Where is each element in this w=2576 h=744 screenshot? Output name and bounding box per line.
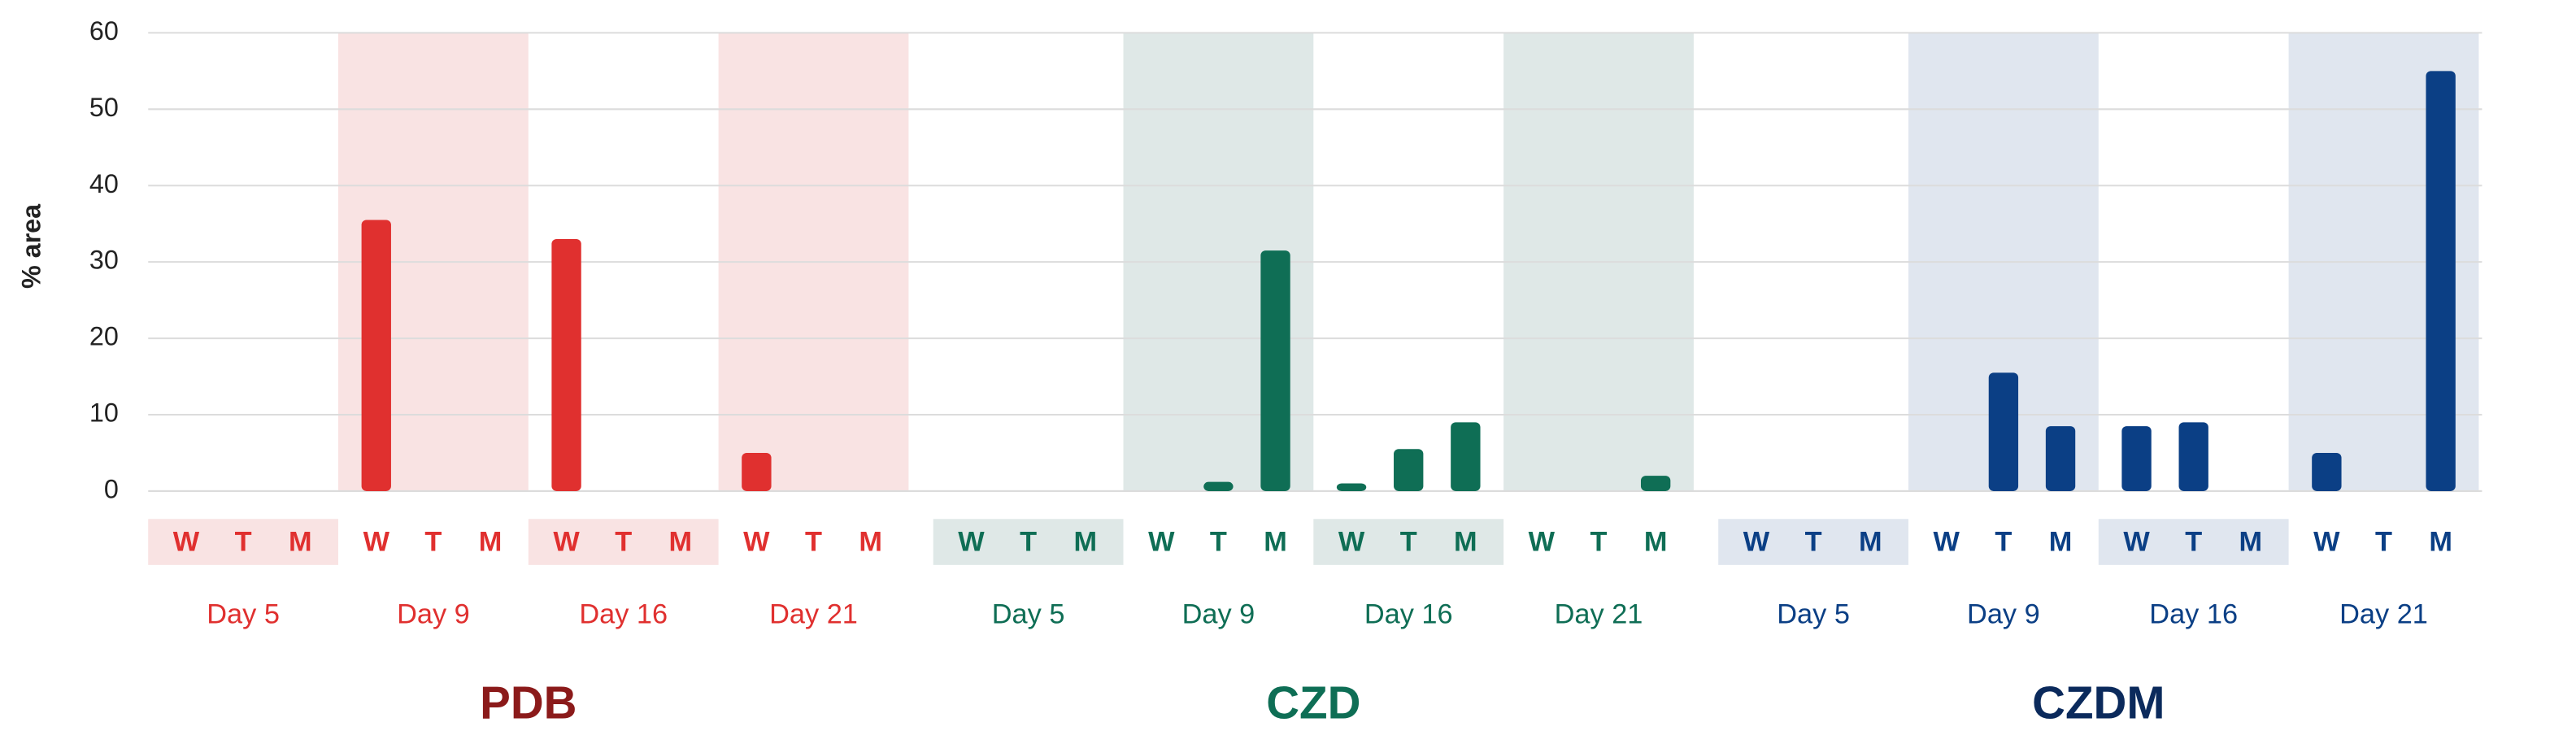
category-label: W xyxy=(2313,527,2340,558)
group-label: CZD xyxy=(1266,677,1360,728)
category-label: W xyxy=(363,527,390,558)
day-label: Day 9 xyxy=(397,599,470,630)
letter-shade xyxy=(1718,519,1909,565)
letter-shade xyxy=(148,519,339,565)
day-label: Day 5 xyxy=(992,599,1065,630)
category-label: M xyxy=(2429,527,2452,558)
day-label: Day 9 xyxy=(1967,599,2040,630)
bar xyxy=(2045,426,2076,491)
category-label: W xyxy=(2123,527,2150,558)
category-label: T xyxy=(235,527,252,558)
y-tick-label: 10 xyxy=(89,398,119,428)
category-label: W xyxy=(1148,527,1175,558)
category-label: M xyxy=(1859,527,1882,558)
y-tick-label: 60 xyxy=(89,16,119,46)
y-tick-label: 40 xyxy=(89,169,119,198)
bar xyxy=(361,220,391,491)
category-label: M xyxy=(289,527,312,558)
y-tick-label: 50 xyxy=(89,93,119,122)
bar xyxy=(2121,426,2152,491)
group-label: CZDM xyxy=(2032,677,2165,728)
category-label: W xyxy=(1529,527,1556,558)
category-label: T xyxy=(2375,527,2392,558)
day-label: Day 16 xyxy=(1364,599,1453,630)
category-label: T xyxy=(424,527,442,558)
category-label: T xyxy=(1210,527,1227,558)
category-label: M xyxy=(1644,527,1668,558)
category-label: T xyxy=(1805,527,1822,558)
category-label: T xyxy=(1020,527,1037,558)
category-label: T xyxy=(2185,527,2202,558)
bar xyxy=(1260,250,1290,491)
category-label: W xyxy=(1338,527,1365,558)
category-label: M xyxy=(2049,527,2073,558)
category-label: M xyxy=(669,527,693,558)
bar xyxy=(1451,422,1481,491)
y-tick-label: 0 xyxy=(104,474,119,503)
day-label: Day 21 xyxy=(769,599,858,630)
bar xyxy=(1203,481,1234,491)
bar xyxy=(1336,483,1367,491)
category-label: M xyxy=(1264,527,1287,558)
bar xyxy=(1394,449,1424,491)
category-label: M xyxy=(479,527,503,558)
day-label: Day 16 xyxy=(2149,599,2238,630)
day-label: Day 5 xyxy=(1777,599,1850,630)
y-tick-label: 30 xyxy=(89,246,119,275)
category-label: W xyxy=(553,527,580,558)
day-label: Day 21 xyxy=(1555,599,1643,630)
category-label: T xyxy=(805,527,822,558)
bar xyxy=(1988,372,2019,491)
grid xyxy=(148,32,2482,492)
y-tick-label: 20 xyxy=(89,322,119,351)
letter-shade xyxy=(1313,519,1504,565)
category-label: M xyxy=(1073,527,1097,558)
category-label: W xyxy=(173,527,200,558)
category-label: T xyxy=(1400,527,1417,558)
bar xyxy=(551,238,581,491)
day-label: Day 16 xyxy=(579,599,668,630)
day-label: Day 5 xyxy=(207,599,280,630)
category-label: W xyxy=(1934,527,1960,558)
category-label: M xyxy=(1454,527,1477,558)
category-label: M xyxy=(859,527,882,558)
category-label: T xyxy=(615,527,632,558)
category-label: T xyxy=(1590,527,1608,558)
bar xyxy=(2178,422,2208,491)
bar xyxy=(742,452,772,491)
group-label: PDB xyxy=(480,677,577,728)
category-label: W xyxy=(743,527,770,558)
letter-shade xyxy=(528,519,719,565)
y-axis-label: % area xyxy=(16,203,46,289)
category-label: W xyxy=(958,527,985,558)
category-label: W xyxy=(1743,527,1770,558)
bar xyxy=(2312,452,2342,491)
category-label: T xyxy=(1995,527,2012,558)
day-label: Day 9 xyxy=(1182,599,1255,630)
bar xyxy=(1640,476,1671,491)
category-label: M xyxy=(2239,527,2263,558)
letter-shade xyxy=(933,519,1124,565)
bar xyxy=(2426,71,2456,491)
day-label: Day 21 xyxy=(2339,599,2428,630)
letter-shade xyxy=(2098,519,2289,565)
